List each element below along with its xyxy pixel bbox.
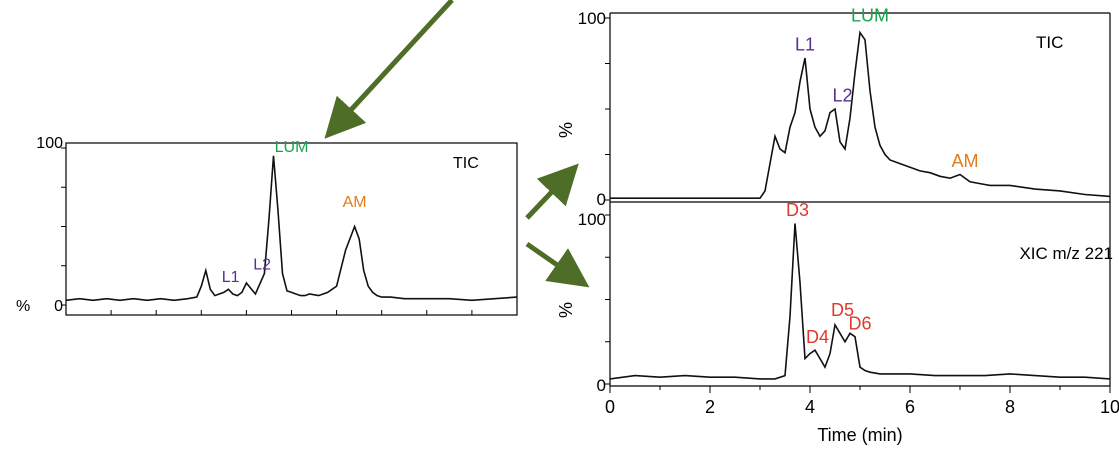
right-xic-ytick-bottom: 0	[597, 376, 606, 395]
right-xic-ylabel: %	[556, 302, 576, 318]
peak-label: L2	[253, 257, 271, 274]
arrow-into-left-panel	[324, 0, 454, 139]
left-tic-trace	[65, 155, 518, 302]
right-tic-peak-labels: L1 L2 LUM AM	[795, 5, 979, 171]
peak-label: D3	[786, 200, 809, 220]
arrow-to-right-xic	[525, 241, 590, 288]
connector-arrows	[324, 0, 590, 288]
peak-label: L1	[795, 34, 815, 54]
right-xic-y-ticks	[605, 214, 610, 385]
right-tic-ylabel: %	[556, 122, 576, 138]
right-tic-trace	[610, 30, 1111, 199]
right-xic-title: XIC m/z 221	[1019, 244, 1113, 263]
right-xic-trace	[609, 223, 1111, 380]
right-xic-ytick-top: 100	[578, 210, 606, 229]
right-tic-ytick-top: 100	[578, 9, 606, 28]
left-tic-ylabel: %	[16, 298, 30, 315]
left-tic-y-ticks	[61, 147, 66, 306]
peak-label: LUM	[851, 5, 889, 25]
peak-label: D6	[848, 313, 871, 333]
right-tic-ytick-bottom: 0	[597, 190, 606, 209]
left-tic-title: TIC	[453, 155, 479, 172]
arrow-to-right-tic	[525, 163, 579, 220]
right-tic-y-ticks	[605, 17, 610, 201]
peak-label: D4	[806, 327, 829, 347]
right-xic-panel: 100 0 % XIC m/z 221 Time (min) 0 2 4 6 8 10 D…	[556, 200, 1119, 445]
peak-label: AM	[952, 151, 979, 171]
peak-label: L2	[832, 85, 852, 105]
peak-label: LUM	[275, 139, 309, 156]
left-tic-frame	[65, 142, 518, 316]
right-xic-xlabel: Time (min)	[817, 425, 902, 445]
x-tick-label: 0	[605, 397, 615, 417]
left-tic-panel: 100 0 % TIC L1 L2 LUM AM	[16, 135, 518, 316]
left-tic-x-ticks	[65, 310, 518, 315]
peak-label: D5	[831, 300, 854, 320]
x-tick-label: 2	[705, 397, 715, 417]
x-tick-label: 10	[1100, 397, 1119, 417]
x-tick-label: 8	[1005, 397, 1015, 417]
peak-label: AM	[343, 194, 367, 211]
left-tic-ytick-bottom: 0	[54, 298, 63, 315]
x-tick-label: 4	[805, 397, 815, 417]
peak-label: L1	[222, 269, 240, 286]
x-tick-label: 6	[905, 397, 915, 417]
right-tic-title: TIC	[1036, 33, 1063, 52]
left-tic-peak-labels: L1 L2 LUM AM	[222, 139, 367, 286]
left-tic-ytick-top: 100	[36, 135, 63, 152]
right-xic-x-ticks: 0 2 4 6 8 10	[605, 386, 1119, 417]
right-tic-panel: 100 0 % TIC L1 L2 LUM AM	[556, 5, 1111, 209]
